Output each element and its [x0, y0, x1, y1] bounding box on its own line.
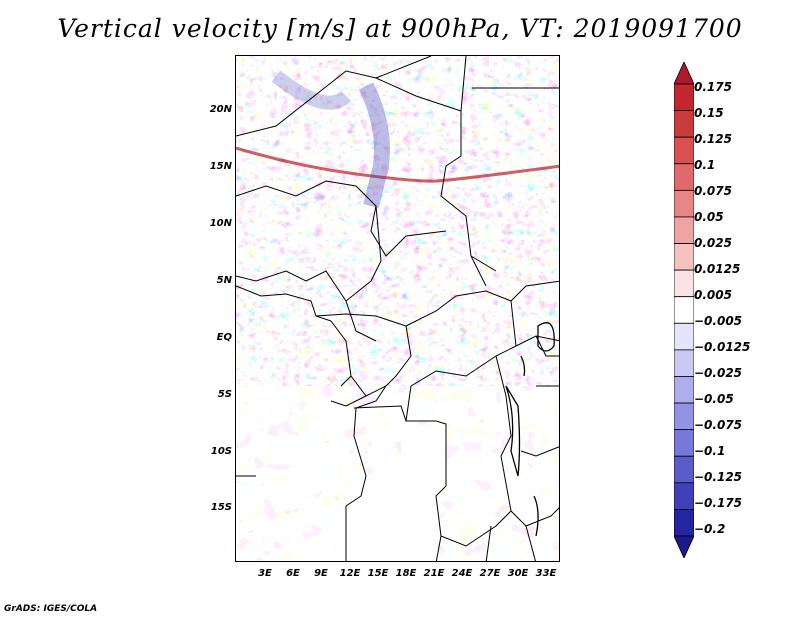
colorbar-label: −0.2	[694, 522, 726, 536]
colorbar-segment	[674, 322, 694, 351]
colorbar-label: −0.175	[694, 496, 743, 510]
descent-zone-blue	[358, 82, 390, 208]
colorbar-label: 0.025	[694, 236, 732, 250]
x-tick-label: 12E	[339, 568, 361, 579]
colorbar-label: −0.125	[694, 470, 743, 484]
colorbar-label: 0.175	[694, 80, 732, 94]
colorbar-segment	[674, 402, 694, 431]
colorbar-label: 0.125	[694, 132, 732, 146]
colorbar-label: −0.0125	[694, 340, 751, 354]
colorbar-segment	[674, 349, 694, 377]
colorbar-segment	[674, 482, 694, 510]
x-tick-label: 18E	[395, 568, 417, 579]
colorbar-label: 0.0125	[694, 262, 741, 276]
lake-victoria	[537, 322, 555, 352]
x-tick-label: 27E	[479, 568, 501, 579]
colorbar-segment	[674, 243, 694, 271]
colorbar-label: 0.1	[694, 158, 716, 172]
x-tick-label: 6E	[286, 568, 300, 579]
colorbar-segment	[674, 429, 694, 457]
x-tick-label: 15E	[367, 568, 389, 579]
colorbar-segment	[674, 216, 694, 244]
colorbar-segment	[674, 296, 694, 324]
x-tick-label: 24E	[451, 568, 473, 579]
y-tick-label: 15S	[210, 502, 232, 513]
colorbar-label: −0.005	[694, 314, 743, 328]
map-canvas	[236, 56, 559, 561]
colorbar-segment	[674, 163, 694, 191]
colorbar-segment	[674, 509, 694, 537]
x-tick-label: 9E	[314, 568, 328, 579]
convergence-band-red	[236, 146, 559, 183]
colorbar-segment	[674, 110, 694, 138]
vertical-velocity-map	[235, 55, 560, 562]
descent-zone-blue-2	[271, 70, 351, 110]
colorbar-label: −0.075	[694, 418, 743, 432]
colorbar-segment	[674, 455, 694, 484]
colorbar-label: −0.05	[694, 392, 734, 406]
x-tick-label: 33E	[535, 568, 557, 579]
x-tick-label: 21E	[423, 568, 445, 579]
y-tick-label: 5S	[217, 389, 232, 400]
colorbar-label: 0.05	[694, 210, 724, 224]
lake-tanganyika	[505, 385, 521, 477]
y-tick-label: 10N	[209, 218, 232, 229]
grads-credit: GrADS: IGES/COLA	[4, 604, 98, 614]
y-tick-label: 10S	[210, 446, 232, 457]
y-tick-label: 20N	[209, 104, 232, 115]
y-tick-label: 15N	[209, 161, 232, 172]
velocity-field-north	[236, 56, 559, 386]
colorbar-max-arrow	[674, 62, 694, 85]
colorbar-label: −0.1	[694, 444, 726, 458]
y-tick-label: 5N	[216, 275, 232, 286]
colorbar-label: −0.025	[694, 366, 743, 380]
lake-malawi	[533, 495, 539, 537]
chart-title: Vertical velocity [m/s] at 900hPa, VT: 2…	[57, 14, 743, 43]
colorbar-segment	[674, 136, 694, 165]
x-tick-label: 30E	[507, 568, 529, 579]
y-tick-label: EQ	[216, 332, 232, 343]
lakes	[505, 322, 555, 537]
colorbar-label: 0.15	[694, 106, 724, 120]
masked-plateau	[346, 424, 446, 561]
lake-kivu	[520, 355, 526, 377]
colorbar	[674, 62, 694, 558]
x-tick-label: 3E	[258, 568, 272, 579]
colorbar-segment	[674, 376, 694, 404]
colorbar-segment	[674, 83, 694, 111]
colorbar-min-arrow	[674, 535, 694, 558]
colorbar-segment	[674, 269, 694, 298]
colorbar-label: 0.005	[694, 288, 732, 302]
country-borders	[236, 56, 559, 561]
colorbar-segment	[674, 189, 694, 218]
colorbar-label: 0.075	[694, 184, 732, 198]
